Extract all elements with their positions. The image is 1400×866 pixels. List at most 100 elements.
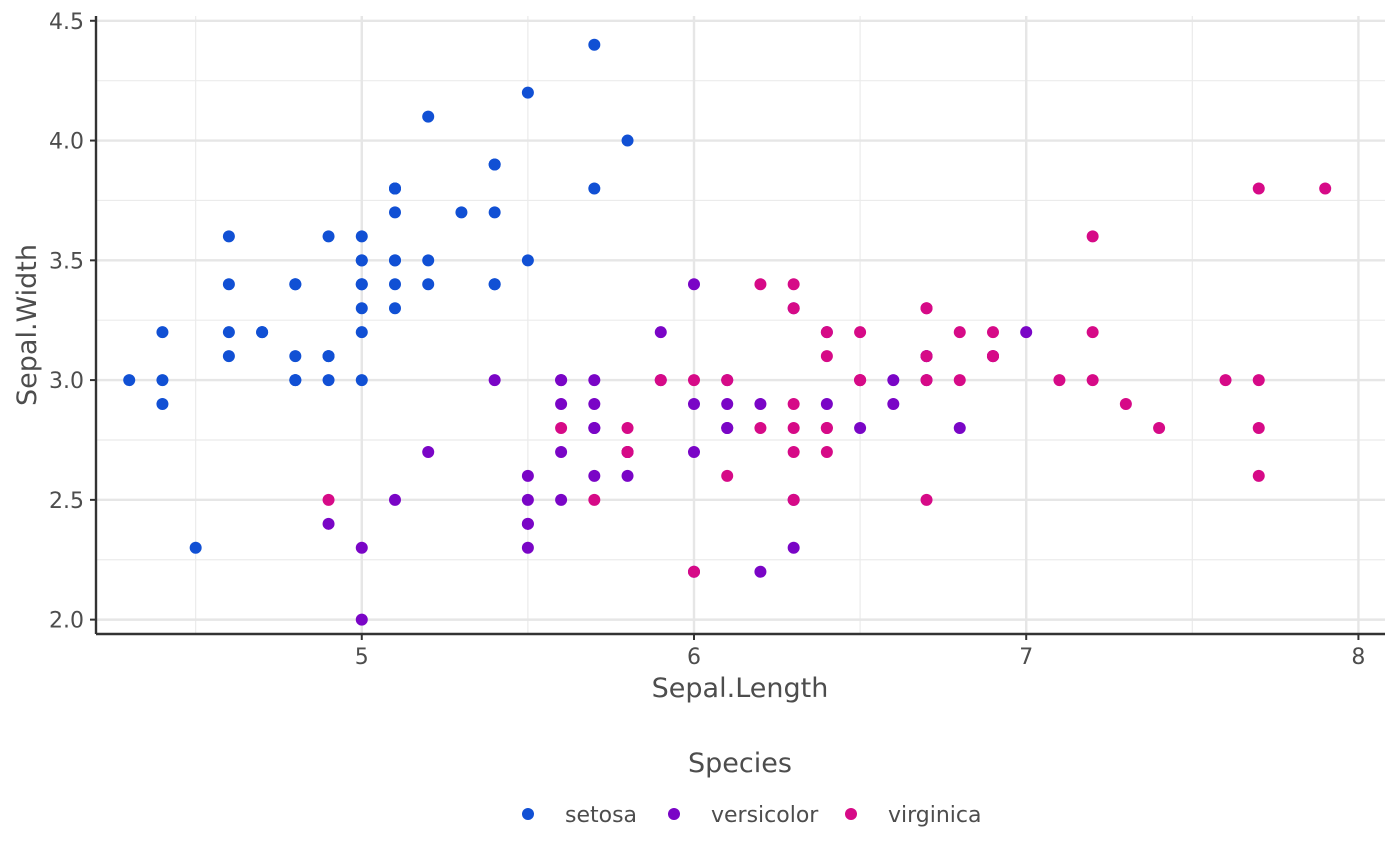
- data-point-virginica: [1252, 469, 1265, 482]
- data-point-versicolor: [787, 541, 800, 554]
- x-tick-label: 5: [355, 645, 369, 670]
- data-point-setosa: [289, 374, 302, 387]
- legend-key-versicolor: [668, 808, 680, 820]
- data-point-virginica: [1086, 326, 1099, 339]
- data-point-virginica: [820, 445, 833, 458]
- data-point-virginica: [787, 493, 800, 506]
- data-point-setosa: [355, 230, 368, 243]
- data-point-virginica: [721, 374, 734, 387]
- data-point-setosa: [588, 38, 601, 51]
- data-point-versicolor: [388, 493, 401, 506]
- data-point-setosa: [621, 134, 634, 147]
- data-point-virginica: [986, 350, 999, 363]
- data-point-virginica: [1252, 374, 1265, 387]
- data-point-versicolor: [588, 398, 601, 411]
- y-axis-ticks: 2.0 2.5 3.0 3.5 4.0 4.5: [49, 10, 96, 634]
- data-point-virginica: [1319, 182, 1332, 195]
- data-point-versicolor: [654, 326, 667, 339]
- y-tick-label: 3.5: [49, 249, 84, 274]
- data-point-versicolor: [621, 469, 634, 482]
- y-tick-label: 3.0: [49, 369, 84, 394]
- data-point-setosa: [488, 158, 501, 171]
- data-point-virginica: [920, 374, 933, 387]
- data-point-versicolor: [687, 278, 700, 291]
- data-point-setosa: [322, 374, 335, 387]
- data-point-setosa: [322, 230, 335, 243]
- data-point-virginica: [1252, 182, 1265, 195]
- data-point-versicolor: [521, 469, 534, 482]
- y-tick-label: 2.5: [49, 489, 84, 514]
- data-point-virginica: [754, 422, 767, 434]
- data-point-versicolor: [887, 374, 900, 387]
- data-point-virginica: [1153, 422, 1166, 434]
- data-point-virginica: [1086, 374, 1099, 387]
- data-point-versicolor: [953, 422, 966, 434]
- data-point-setosa: [355, 254, 368, 267]
- data-point-virginica: [322, 493, 335, 506]
- data-point-versicolor: [422, 445, 435, 458]
- data-point-setosa: [488, 278, 501, 291]
- data-point-virginica: [588, 493, 601, 506]
- data-point-versicolor: [555, 398, 568, 411]
- legend-label-virginica: virginica: [888, 803, 982, 828]
- data-point-virginica: [621, 422, 634, 434]
- data-point-virginica: [1219, 374, 1232, 387]
- data-point-virginica: [787, 445, 800, 458]
- data-point-versicolor: [588, 422, 601, 434]
- data-point-setosa: [256, 326, 269, 339]
- data-point-setosa: [388, 206, 401, 219]
- data-point-virginica: [986, 326, 999, 339]
- data-point-virginica: [920, 493, 933, 506]
- data-point-virginica: [920, 302, 933, 315]
- data-point-setosa: [189, 541, 202, 554]
- data-point-virginica: [787, 422, 800, 434]
- data-point-virginica: [687, 374, 700, 387]
- data-point-setosa: [222, 326, 235, 339]
- data-point-setosa: [289, 350, 302, 363]
- legend-key-setosa: [522, 808, 534, 820]
- data-point-setosa: [388, 254, 401, 267]
- data-point-setosa: [388, 182, 401, 195]
- data-point-versicolor: [887, 398, 900, 411]
- data-point-virginica: [721, 469, 734, 482]
- data-point-virginica: [953, 374, 966, 387]
- data-point-setosa: [422, 110, 435, 123]
- data-point-setosa: [355, 302, 368, 315]
- legend-title: Species: [688, 748, 792, 779]
- y-tick-label: 4.5: [49, 10, 84, 35]
- data-point-setosa: [521, 86, 534, 99]
- data-point-virginica: [555, 422, 568, 434]
- data-point-versicolor: [488, 374, 501, 387]
- data-point-setosa: [488, 206, 501, 219]
- data-point-virginica: [820, 350, 833, 363]
- data-point-virginica: [1252, 422, 1265, 434]
- data-point-versicolor: [721, 398, 734, 411]
- data-point-virginica: [1053, 374, 1066, 387]
- data-point-setosa: [388, 302, 401, 315]
- data-point-versicolor: [555, 445, 568, 458]
- data-points: [123, 38, 1332, 626]
- data-point-setosa: [289, 278, 302, 291]
- legend-label-setosa: setosa: [565, 803, 637, 828]
- x-tick-label: 8: [1351, 645, 1365, 670]
- x-tick-label: 7: [1019, 645, 1033, 670]
- data-point-versicolor: [1020, 326, 1033, 339]
- data-point-virginica: [854, 326, 867, 339]
- data-point-setosa: [355, 326, 368, 339]
- data-point-virginica: [787, 398, 800, 411]
- data-point-virginica: [687, 565, 700, 578]
- data-point-virginica: [621, 445, 634, 458]
- x-axis-ticks: 5 6 7 8: [355, 634, 1365, 670]
- x-axis-title: Sepal.Length: [652, 673, 829, 704]
- data-point-virginica: [1119, 398, 1132, 411]
- data-point-setosa: [521, 254, 534, 267]
- data-point-versicolor: [588, 374, 601, 387]
- data-point-versicolor: [322, 517, 335, 530]
- data-point-versicolor: [721, 422, 734, 434]
- data-point-versicolor: [854, 422, 867, 434]
- x-tick-label: 6: [687, 645, 701, 670]
- data-point-setosa: [123, 374, 136, 387]
- data-point-setosa: [222, 350, 235, 363]
- data-point-versicolor: [687, 398, 700, 411]
